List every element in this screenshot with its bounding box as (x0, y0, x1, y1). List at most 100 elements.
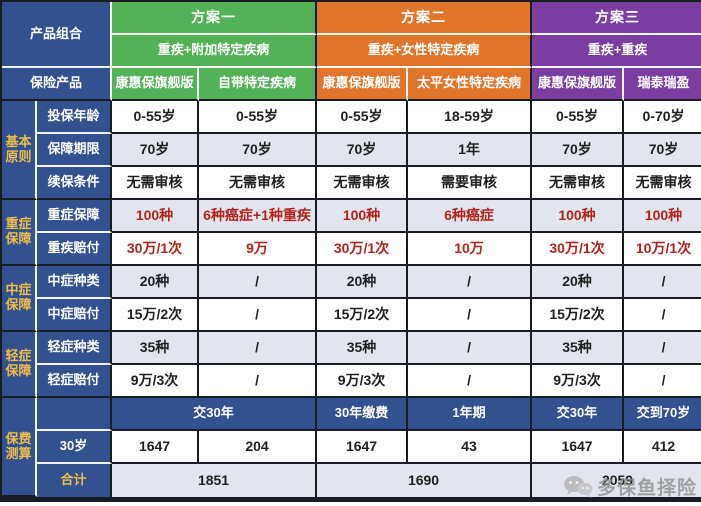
data-cell: 0-55岁 (112, 101, 200, 134)
plan3-product1-cell: 康惠保旗舰版 (532, 68, 625, 101)
total-cell: 1851 (112, 464, 318, 497)
data-cell: 70岁 (112, 134, 200, 167)
term-cell: 30年缴费 (317, 398, 409, 431)
data-cell: / (199, 299, 318, 332)
row-label: 续保条件 (37, 167, 113, 200)
payment-term-row: 保费测算 交30年 30年缴费 1年期 交30年 交到70岁 (2, 398, 701, 497)
data-cell: 0-55岁 (317, 101, 409, 134)
data-cell: 100种 (317, 200, 409, 233)
data-cell: 412 (624, 431, 701, 464)
data-cell: 10万/1次 (624, 233, 701, 266)
plan-combo-row: 重疾+附加特定疾病 重疾+女性特定疾病 重疾+重疾 (2, 35, 701, 68)
data-cell: 70岁 (317, 134, 409, 167)
data-cell: 6种癌症 (408, 200, 533, 233)
data-cell: 30万/1次 (112, 233, 200, 266)
product-row: 保险产品 康惠保旗舰版 自带特定疾病 康惠保旗舰版 太平女性特定疾病 康惠保旗舰… (2, 68, 701, 101)
data-cell: 100种 (624, 200, 701, 233)
data-cell: / (624, 332, 701, 365)
data-cell: 35种 (112, 332, 200, 365)
data-cell: 70岁 (199, 134, 318, 167)
data-cell: 204 (199, 431, 318, 464)
table-row: 重疾赔付 30万/1次 9万 30万/1次 10万 30万/1次 10万/1次 (2, 233, 701, 266)
product-combo-header: 产品组合 (2, 2, 113, 68)
term-cell: 1年期 (408, 398, 533, 431)
group-label-premium: 保费测算 (2, 398, 37, 497)
data-cell: 15万/2次 (317, 299, 409, 332)
row-label: 重症保障 (37, 200, 113, 233)
data-cell: 9万/3次 (532, 365, 625, 398)
data-cell: 70岁 (532, 134, 625, 167)
data-cell: 1647 (317, 431, 409, 464)
table-row: 轻症保障 轻症种类 35种 / 35种 / 35种 / (2, 332, 701, 398)
row-label: 中症赔付 (37, 299, 113, 332)
row-label: 重疾赔付 (37, 233, 113, 266)
data-cell: 1647 (532, 431, 625, 464)
data-cell: / (408, 365, 533, 398)
plan1-product2-cell: 自带特定疾病 (199, 68, 318, 101)
data-cell: / (624, 299, 701, 332)
plan2-name-cell: 方案二 (317, 2, 533, 35)
total-cell: 1690 (317, 464, 533, 497)
data-cell: 20种 (532, 266, 625, 299)
row-label: 中症种类 (37, 266, 113, 299)
row-label: 轻症赔付 (37, 365, 113, 398)
data-cell: 35种 (532, 332, 625, 365)
data-cell: 无需审核 (317, 167, 409, 200)
group-label-basic: 基本原则 (2, 101, 37, 200)
plan1-name-cell: 方案一 (112, 2, 318, 35)
data-cell: / (408, 299, 533, 332)
row-label: 30岁 (37, 431, 113, 464)
data-cell: 10万 (408, 233, 533, 266)
data-cell: 无需审核 (112, 167, 200, 200)
data-cell: 1年 (408, 134, 533, 167)
data-cell: 无需审核 (624, 167, 701, 200)
table-row: 重症保障 重症保障 100种 6种癌症+1种重疾 100种 6种癌症 100种 … (2, 200, 701, 266)
total-row: 合计 1851 1690 2059 (2, 464, 701, 497)
data-cell: / (624, 266, 701, 299)
plan3-combo-cell: 重疾+重疾 (532, 35, 701, 68)
data-cell: 35种 (317, 332, 409, 365)
data-cell: 9万/3次 (112, 365, 200, 398)
data-cell: 需要审核 (408, 167, 533, 200)
data-cell: 15万/2次 (532, 299, 625, 332)
data-cell: / (624, 365, 701, 398)
data-cell: 70岁 (624, 134, 701, 167)
term-cell: 交到70岁 (624, 398, 701, 431)
data-cell: / (408, 332, 533, 365)
plan3-product2-cell: 瑞泰瑞盈 (624, 68, 701, 101)
plan3-name-cell: 方案三 (532, 2, 701, 35)
data-cell: 100种 (532, 200, 625, 233)
data-cell: 20种 (112, 266, 200, 299)
data-cell: 6种癌症+1种重疾 (199, 200, 318, 233)
blank-cell (37, 398, 113, 431)
data-cell: 0-55岁 (199, 101, 318, 134)
row-label: 保障期限 (37, 134, 113, 167)
row-label: 投保年龄 (37, 101, 113, 134)
plan1-product1-cell: 康惠保旗舰版 (112, 68, 200, 101)
data-cell: 30万/1次 (317, 233, 409, 266)
table-row: 基本原则 投保年龄 0-55岁 0-55岁 0-55岁 18-59岁 0-55岁… (2, 101, 701, 200)
data-cell: 1647 (112, 431, 200, 464)
total-label: 合计 (37, 464, 113, 497)
data-cell: 无需审核 (199, 167, 318, 200)
data-cell: 43 (408, 431, 533, 464)
data-cell: 9万/3次 (317, 365, 409, 398)
data-cell: / (199, 365, 318, 398)
table-row: 中症保障 中症种类 20种 / 20种 / 20种 / (2, 266, 701, 332)
table-row: 轻症赔付 9万/3次 / 9万/3次 / 9万/3次 / (2, 365, 701, 398)
insurance-product-header: 保险产品 (2, 68, 113, 101)
plan-name-row: 产品组合 方案一 方案二 方案三 (2, 2, 701, 68)
data-cell: 无需审核 (532, 167, 625, 200)
data-cell: 18-59岁 (408, 101, 533, 134)
data-cell: 0-55岁 (532, 101, 625, 134)
total-cell: 2059 (532, 464, 701, 497)
group-label-critical: 重症保障 (2, 200, 37, 266)
data-cell: 20种 (317, 266, 409, 299)
data-cell: / (199, 266, 318, 299)
plan2-product2-cell: 太平女性特定疾病 (408, 68, 533, 101)
table-row: 中症赔付 15万/2次 / 15万/2次 / 15万/2次 / (2, 299, 701, 332)
data-cell: / (408, 266, 533, 299)
plan2-product1-cell: 康惠保旗舰版 (317, 68, 409, 101)
